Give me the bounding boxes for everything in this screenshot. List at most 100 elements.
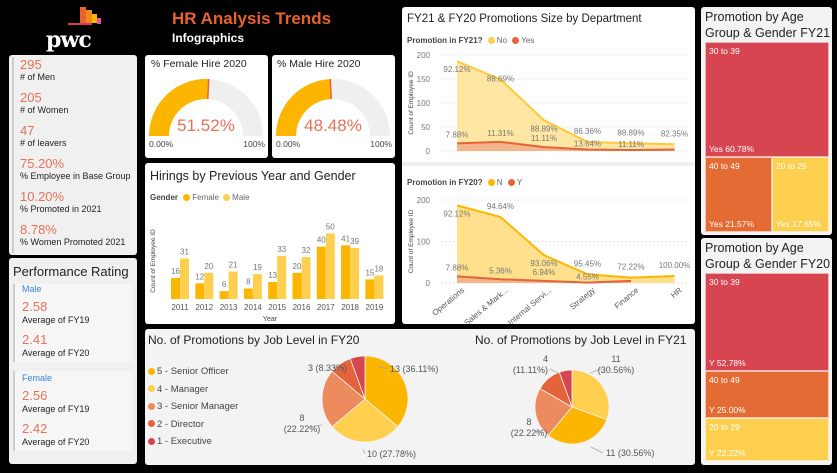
legend-yes[interactable]: Yes [521, 36, 535, 45]
area-n [457, 205, 675, 283]
legend-male[interactable]: Male [232, 193, 250, 202]
pie-legend-label: 2 - Director [157, 418, 204, 430]
pie-legend-item[interactable]: 4 - Manager [148, 384, 238, 402]
hirings-legend: Gender Female Male [150, 193, 250, 202]
x-tick-label: Operations [431, 286, 467, 318]
legend-female[interactable]: Female [192, 193, 219, 202]
x-tick-label: Internal Servi... [506, 286, 553, 324]
female-fy20-value: 2.42 [22, 421, 48, 436]
promotions-dept-card[interactable]: FY21 & FY20 Promotions Size by Departmen… [402, 7, 695, 324]
area-data-label: 72.22% [617, 263, 644, 272]
fy20-legend: Promotion in FY20? N Y [407, 178, 522, 187]
bar-value-label: 12 [195, 272, 204, 281]
leader-line [590, 446, 604, 454]
treemap-fy20-card[interactable]: Promotion by Age Group & Gender FY20 30 … [701, 238, 832, 465]
area-data-label: 7.88% [446, 263, 469, 272]
area-data-label: 100.00% [659, 261, 691, 270]
legend-title: Gender [150, 193, 179, 202]
legend-dot-icon [148, 385, 155, 393]
treemap-tile[interactable]: 30 to 39 Yes 60.78% [705, 42, 829, 157]
treemap-fy20-title: Promotion by Age Group & Gender FY20 [705, 241, 831, 271]
pie-slice [364, 355, 409, 428]
treemap-group-label: 30 to 39 [709, 277, 740, 287]
pie-legend-item[interactable]: 5 - Senior Officer [148, 366, 238, 384]
area-data-label: 5.36% [489, 266, 512, 275]
performance-title: Performance Rating [13, 264, 129, 279]
fy21-legend: Promotion in FY21? No Yes [407, 36, 534, 45]
performance-panel: Performance Rating Male 2.58 Average of … [9, 258, 137, 464]
area-data-label: 11.11% [618, 140, 644, 149]
pwc-logo: pwc [38, 5, 118, 53]
gauge-min-label: 0.00% [149, 139, 174, 149]
line-y [456, 275, 632, 284]
pie-legend-item[interactable]: 3 - Senior Manager [148, 401, 238, 419]
pwc-logo-text: pwc [46, 27, 92, 53]
area-data-label: 7.88% [446, 130, 469, 139]
dashboard-subtitle: Infographics [172, 31, 245, 45]
bar-value-label: 20 [204, 262, 213, 271]
female-fy19-label: Average of FY19 [22, 404, 90, 414]
male-fy19-value: 2.58 [22, 299, 48, 314]
legend-no[interactable]: No [496, 36, 508, 45]
pie-data-label: 8 [299, 413, 304, 423]
legend-n[interactable]: N [496, 178, 503, 187]
bar-female [171, 278, 180, 299]
pie-legend-item[interactable]: 2 - Director [148, 419, 238, 437]
treemap-value-label: Y 22.22% [709, 448, 746, 458]
kpi-label: % Employee in Base Group [20, 171, 131, 181]
male-fy19-label: Average of FY19 [22, 315, 90, 325]
legend-y[interactable]: Y [516, 178, 523, 187]
male-hire-gauge-card[interactable]: % Male Hire 2020 48.48% 0.00% 100% [272, 55, 395, 158]
pie-fy21-title: No. of Promotions by Job Level in FY21 [475, 333, 687, 347]
bar-female [219, 291, 229, 299]
pie-data-label: 4 [543, 354, 548, 364]
treemap-value-label: Yes 17.65% [776, 219, 822, 229]
hirings-chart-card[interactable]: Hirings by Previous Year and Gender Gend… [145, 163, 395, 324]
pie-data-label: 3 (8.33%) [308, 363, 347, 373]
legend-dot-icon [148, 437, 155, 445]
area-data-label: 82.35% [661, 129, 688, 138]
bar-male [277, 255, 287, 299]
job-level-pies-card[interactable]: No. of Promotions by Job Level in FY20 N… [145, 329, 695, 465]
treemap-tile[interactable]: 20 to 29 Yes 17.65% [772, 157, 829, 232]
fy20-legend-title: Promotion in FY20? [407, 178, 483, 187]
male-fy20-value: 2.41 [22, 332, 48, 347]
area-data-label: 92.12% [443, 65, 470, 74]
gauge-fill [276, 79, 332, 136]
treemap-tile[interactable]: 40 to 49 Y 25.00% [705, 371, 829, 418]
kpi-label: # of Men [20, 72, 56, 82]
treemap-tile[interactable]: 20 to 29 Y 22.22% [705, 418, 829, 461]
treemap-fy20: 30 to 39 Y 52.78% 40 to 49 Y 25.00% 20 to 29… [705, 273, 829, 461]
pie-legend-label: 1 - Executive [157, 436, 212, 447]
bar-value-label: 39 [350, 237, 359, 246]
kpi-item: 8.78%% Women Promoted 2021 [20, 223, 125, 248]
treemap-tile[interactable]: 40 to 49 Yes 21.57% [705, 157, 772, 232]
y-tick-label: 100 [417, 99, 431, 108]
male-hire-title: % Male Hire 2020 [277, 58, 361, 70]
bar-value-label: 32 [302, 246, 311, 255]
hirings-chart-title: Hirings by Previous Year and Gender [150, 169, 356, 183]
fy21-legend-title: Promotion in FY21? [407, 36, 483, 45]
gauge-min-label: 0.00% [276, 139, 301, 149]
bar-male [374, 275, 384, 299]
bar-value-label: 6 [222, 280, 227, 289]
kpi-value: 295 [20, 57, 42, 72]
treemap-group-label: 40 to 49 [709, 375, 740, 385]
area-data-label: 92.12% [443, 209, 470, 218]
gauge-max-label: 100% [243, 139, 265, 149]
leader-line [534, 429, 546, 433]
pie-legend-item[interactable]: 1 - Executive [148, 436, 238, 454]
male-fy20-label: Average of FY20 [22, 348, 90, 358]
kpi-value: 10.20% [20, 189, 65, 204]
pie-data-label: 8 [526, 417, 531, 427]
female-group: Female 2.56 Average of FY19 2.42 Average… [13, 371, 133, 451]
female-fy19-value: 2.56 [22, 388, 48, 403]
line-no [456, 60, 675, 146]
bar-male [350, 247, 360, 299]
gauge-value: 51.52% [177, 116, 235, 135]
kpi-label: # of Women [20, 105, 69, 115]
female-hire-gauge-card[interactable]: % Female Hire 2020 51.52% 0.00% 100% [145, 55, 268, 158]
area-data-label: 6.94% [533, 268, 556, 277]
treemap-fy21-card[interactable]: Promotion by Age Group & Gender FY21 30 … [701, 7, 832, 235]
treemap-tile[interactable]: 30 to 39 Y 52.78% [705, 273, 829, 371]
